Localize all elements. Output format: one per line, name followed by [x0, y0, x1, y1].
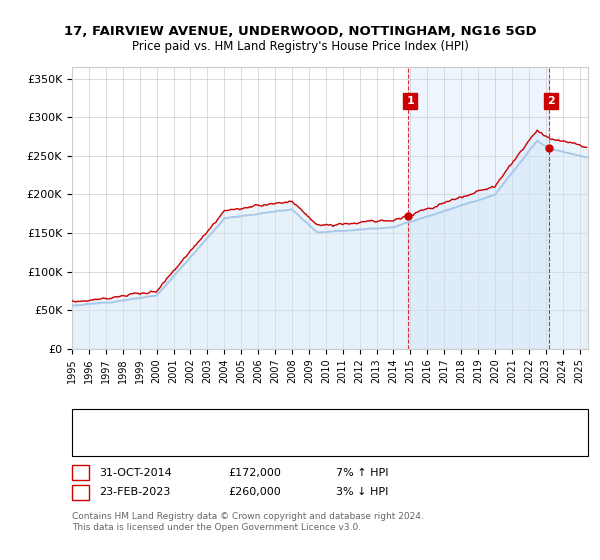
Text: 23-FEB-2023: 23-FEB-2023 — [99, 487, 170, 497]
Text: Price paid vs. HM Land Registry's House Price Index (HPI): Price paid vs. HM Land Registry's House … — [131, 40, 469, 53]
Text: Contains HM Land Registry data © Crown copyright and database right 2024.
This d: Contains HM Land Registry data © Crown c… — [72, 512, 424, 532]
Text: ——: —— — [81, 414, 109, 428]
Text: 1: 1 — [406, 96, 414, 106]
Text: 31-OCT-2014: 31-OCT-2014 — [99, 468, 172, 478]
Text: 7% ↑ HPI: 7% ↑ HPI — [336, 468, 389, 478]
Text: 17, FAIRVIEW AVENUE, UNDERWOOD, NOTTINGHAM, NG16 5GD: 17, FAIRVIEW AVENUE, UNDERWOOD, NOTTINGH… — [64, 25, 536, 38]
Text: ——: —— — [81, 437, 109, 451]
Text: 3% ↓ HPI: 3% ↓ HPI — [336, 487, 388, 497]
Text: HPI: Average price, detached house, Ashfield: HPI: Average price, detached house, Ashf… — [111, 438, 346, 449]
Text: 17, FAIRVIEW AVENUE, UNDERWOOD, NOTTINGHAM, NG16 5GD (detached house): 17, FAIRVIEW AVENUE, UNDERWOOD, NOTTINGH… — [111, 417, 536, 427]
Text: 2: 2 — [77, 487, 84, 497]
Text: £260,000: £260,000 — [228, 487, 281, 497]
Text: 2: 2 — [547, 96, 555, 106]
Text: 1: 1 — [77, 468, 84, 478]
Text: £172,000: £172,000 — [228, 468, 281, 478]
